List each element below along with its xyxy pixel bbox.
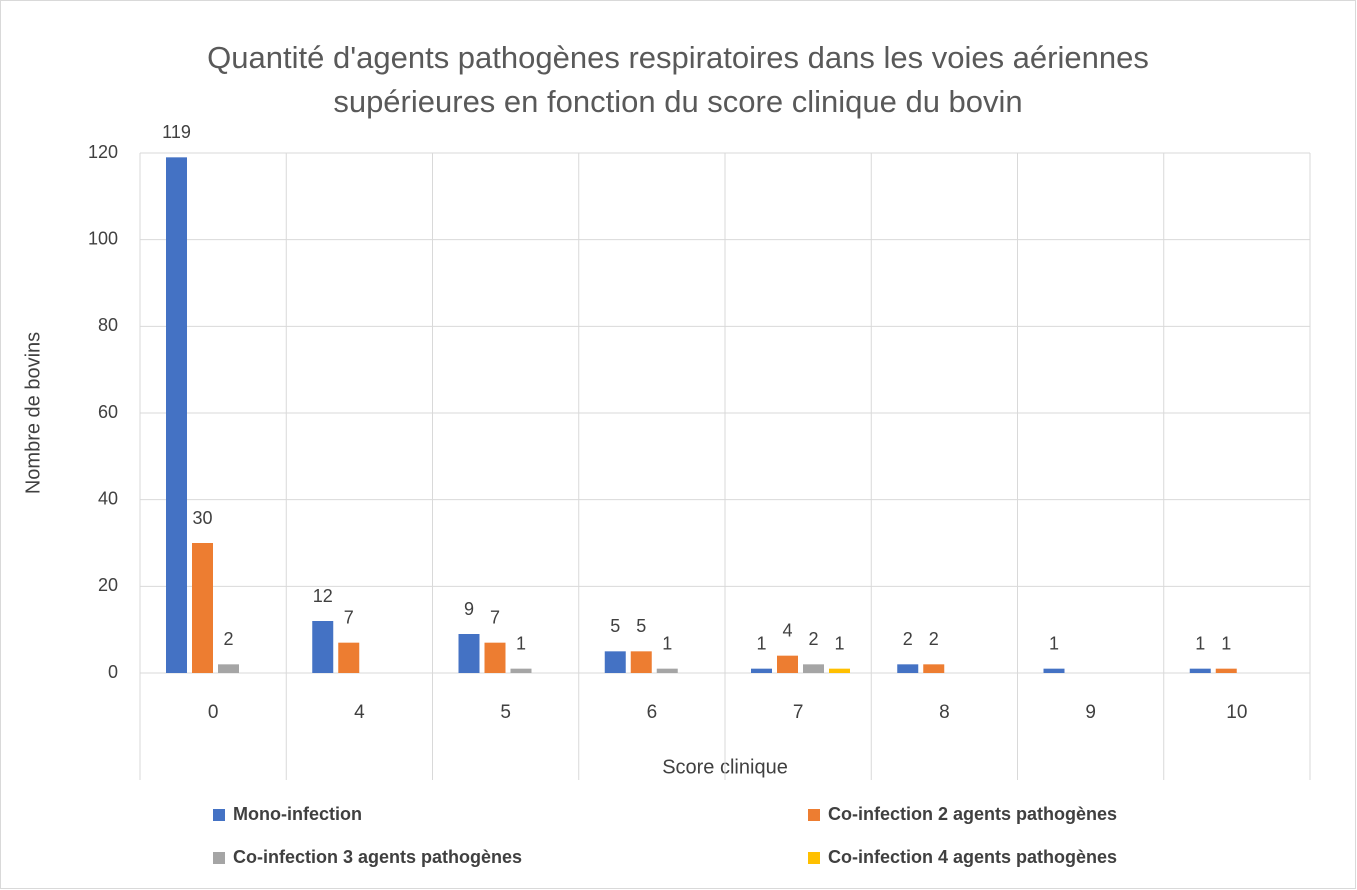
legend-label: Co-infection 4 agents pathogènes (828, 847, 1117, 867)
data-label: 1 (1195, 633, 1205, 653)
x-tick-label: 7 (793, 702, 804, 723)
bar (1215, 668, 1237, 673)
data-label: 2 (903, 629, 913, 649)
x-tick-label: 0 (208, 702, 219, 723)
y-tick-label: 40 (98, 488, 118, 508)
bar (510, 668, 532, 673)
data-label: 30 (192, 508, 212, 528)
data-label: 1 (834, 633, 844, 653)
bar (751, 668, 772, 673)
data-label: 1 (1049, 633, 1059, 653)
data-label: 4 (782, 620, 792, 640)
y-tick-label: 80 (98, 315, 118, 335)
bar (897, 664, 919, 673)
data-label: 1 (756, 633, 766, 653)
data-label: 2 (223, 629, 233, 649)
x-tick-label: 4 (354, 702, 365, 723)
data-label: 1 (662, 633, 672, 653)
y-tick-label: 20 (98, 575, 118, 595)
bar (338, 642, 360, 673)
x-tick-label: 10 (1226, 702, 1247, 723)
x-tick-label: 5 (500, 702, 511, 723)
data-label: 2 (929, 629, 939, 649)
data-label: 7 (490, 607, 500, 627)
bar (923, 664, 945, 673)
legend-label: Mono-infection (233, 804, 362, 824)
y-axis-label: Nombre de bovins (22, 332, 44, 494)
data-label: 12 (313, 586, 333, 606)
bar (1189, 668, 1211, 673)
y-tick-label: 0 (108, 662, 118, 682)
bar (166, 157, 187, 674)
x-tick-label: 8 (939, 702, 950, 723)
y-tick-label: 120 (88, 142, 118, 162)
legend-label: Co-infection 2 agents pathogènes (828, 804, 1117, 824)
chart-title: Quantité d'agents pathogènes respiratoir… (207, 40, 1149, 119)
x-tick-label: 6 (647, 702, 658, 723)
data-label: 2 (808, 629, 818, 649)
legend-swatch (808, 852, 820, 864)
data-label: 1 (516, 633, 526, 653)
data-label: 9 (464, 599, 474, 619)
bar (192, 543, 213, 673)
bar (777, 655, 798, 673)
bar (484, 642, 506, 673)
data-label: 119 (162, 122, 191, 142)
bar (604, 651, 626, 673)
legend-swatch (808, 809, 820, 821)
bar (218, 664, 239, 673)
data-label: 1 (1221, 633, 1231, 653)
bar (312, 621, 334, 673)
bar (656, 668, 678, 673)
y-tick-label: 100 (88, 228, 118, 248)
bar (630, 651, 652, 673)
data-label: 5 (636, 616, 646, 636)
y-tick-label: 60 (98, 402, 118, 422)
data-label: 7 (344, 607, 354, 627)
legend-swatch (213, 852, 225, 864)
x-tick-label: 9 (1085, 702, 1096, 723)
legend-swatch (213, 809, 225, 821)
data-label: 5 (610, 616, 620, 636)
bar (803, 664, 824, 673)
bar (458, 634, 480, 673)
bar (1043, 668, 1065, 673)
bar (829, 668, 850, 673)
legend-label: Co-infection 3 agents pathogènes (233, 847, 522, 867)
